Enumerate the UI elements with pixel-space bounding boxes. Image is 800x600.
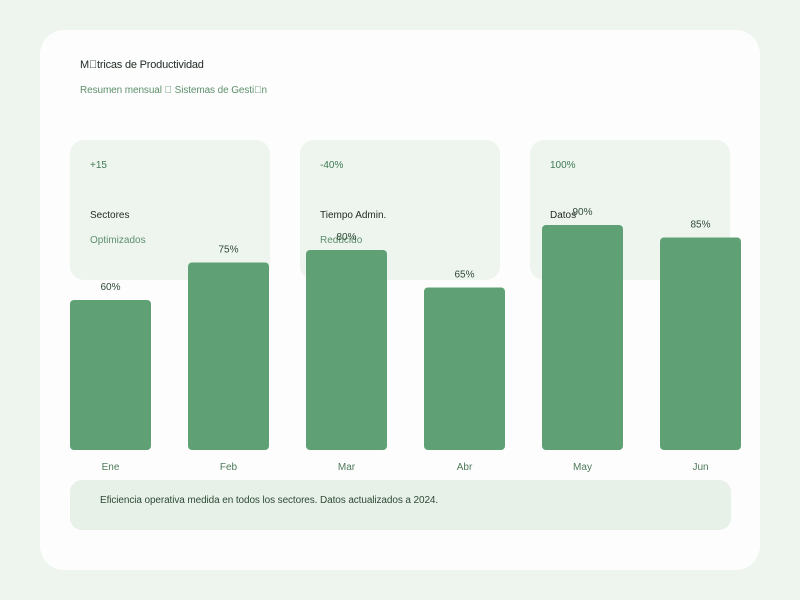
stat-label: Sectores [90, 210, 130, 221]
page-title: M tricas de Productividad [80, 59, 204, 71]
stat-card-tiempo-admin: -40% Tiempo Admin. Reducido [300, 140, 500, 280]
footer-note: Eficiencia operativa medida en todos los… [70, 480, 731, 530]
stat-value: +15 [90, 160, 107, 171]
stat-value: 100% [550, 160, 576, 171]
stat-sub-label: Reducido [320, 235, 363, 246]
stat-card-sectores: +15 Sectores Optimizados [70, 140, 270, 280]
stat-value: -40% [320, 160, 344, 171]
stat-label: Tiempo Admin. [320, 210, 387, 221]
stat-sub-label: Optimizados [90, 235, 146, 246]
page-subtitle: Resumen mensual   Sistemas de Gesti n [80, 85, 267, 96]
stat-card-datos: 100% Datos [530, 140, 730, 280]
stat-label: Datos [550, 210, 577, 221]
footer-text: Eficiencia operativa medida en todos los… [100, 495, 439, 506]
